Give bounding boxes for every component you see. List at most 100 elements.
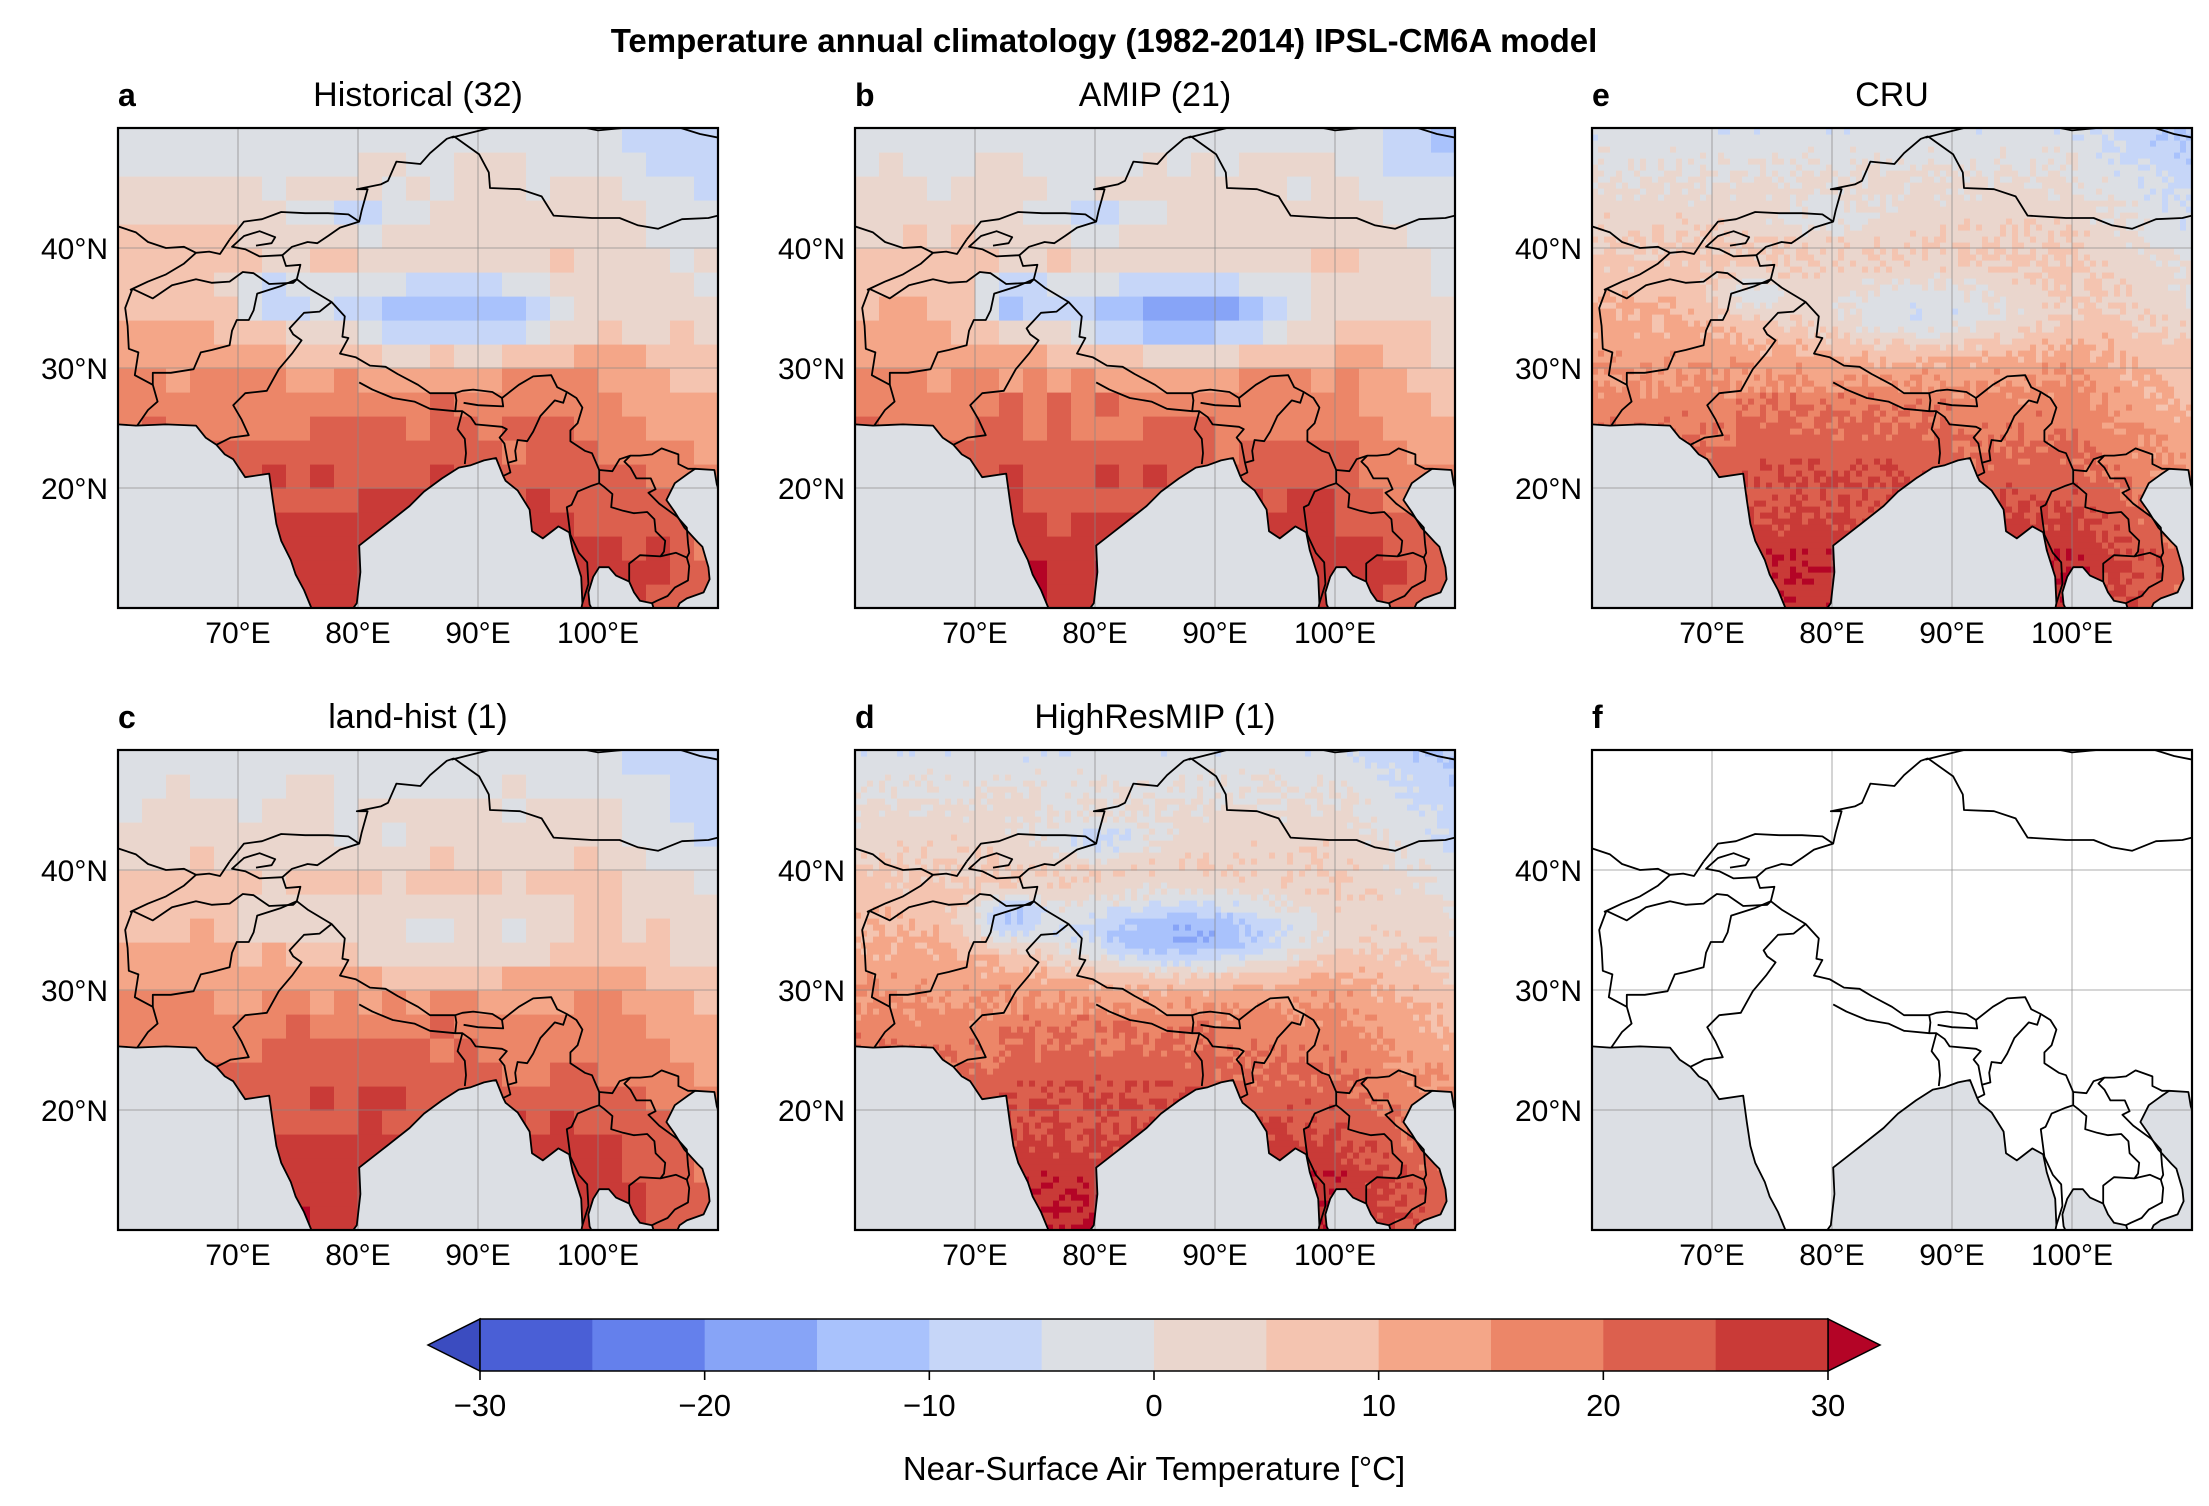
panel-title: CRU [1855,76,1929,114]
gridlines [855,750,1455,1230]
panel-title: land-hist (1) [328,698,508,736]
gridlines [1592,750,2192,1230]
lat-tick-label: 40°N [41,233,108,266]
colorbar-tick-label: −10 [903,1388,956,1423]
map-frame [1590,126,2194,610]
panel-title: Historical (32) [313,76,523,114]
country-borders [1592,128,2192,608]
country-borders [855,750,1455,1230]
lat-tick-label: 30°N [41,353,108,386]
colorbar-swatch [1491,1319,1604,1371]
map-panel-c: c land-hist (1) 70°E 80°E 90°E 100°E 40°N 30°N 2… [41,698,720,1272]
lon-tick-label: 80°E [325,1239,390,1272]
lon-tick-label: 100°E [1294,1239,1376,1272]
colorbar-tick-label: 10 [1361,1388,1395,1423]
lon-tick-label: 90°E [1919,1239,1984,1272]
lat-tick-label: 20°N [1515,1095,1582,1128]
lat-tick-label: 40°N [41,855,108,888]
panel-letter: c [118,699,136,735]
colorbar-over-arrow [1827,1317,1882,1373]
lon-tick-label: 90°E [445,1239,510,1272]
gridlines [1592,128,2192,608]
map-panel-f: f 70°E 80°E 90°E 100°E 40°N 30°N 20°N [1515,699,2194,1277]
lon-tick-label: 90°E [1182,617,1247,650]
panel-title: AMIP (21) [1079,76,1231,114]
colorbar-swatch [1041,1319,1155,1371]
map-panel-b: b AMIP (21) 70°E 80°E 90°E 100°E 40°N 30°N 20°N [778,76,1457,650]
map-frame [116,126,720,610]
panel-letter: f [1592,699,1603,735]
colorbar-under-arrow [426,1317,481,1373]
lon-tick-label: 80°E [1062,1239,1127,1272]
lon-tick-label: 80°E [1799,1239,1864,1272]
colorbar-tick-label: 0 [1145,1388,1162,1423]
colorbar: −30 −20 −10 0 10 20 30 Near-Surface Air Tempera… [426,1317,1882,1487]
lon-tick-label: 80°E [1062,617,1127,650]
lon-tick-label: 90°E [1919,617,1984,650]
colorbar-tick-label: −30 [454,1388,507,1423]
colorbar-swatch [1603,1319,1717,1371]
lon-tick-label: 70°E [1679,617,1744,650]
lat-tick-label: 20°N [1515,473,1582,506]
lat-tick-label: 40°N [778,233,845,266]
colorbar-swatch [592,1319,706,1371]
map-frame [1590,748,2194,1232]
panel-letter: b [855,77,875,113]
lon-tick-label: 90°E [445,617,510,650]
lon-tick-label: 70°E [205,617,270,650]
map-panel-e: e CRU 70°E 80°E 90°E 100°E 40°N 30°N 20°N [1515,76,2194,650]
panel-letter: e [1592,77,1610,113]
lat-tick-label: 20°N [41,473,108,506]
colorbar-tick-label: 20 [1586,1388,1620,1423]
lat-tick-label: 40°N [1515,233,1582,266]
lon-tick-label: 80°E [325,617,390,650]
map-frame [853,126,1457,610]
map-panel-d: d HighResMIP (1) 70°E 80°E 90°E 100°E 40°N 30°N… [778,698,1457,1272]
country-borders [1592,750,2192,1230]
colorbar-label: Near-Surface Air Temperature [°C] [903,1450,1405,1487]
map-panel-a: a Historical (32) 70°E 80°E 90°E 100°E 40°N 30°… [41,76,720,650]
country-borders [855,128,1455,608]
lon-tick-label: 80°E [1799,617,1864,650]
colorbar-swatch [1154,1319,1267,1371]
lon-tick-label: 100°E [2031,617,2113,650]
lon-tick-label: 70°E [942,1239,1007,1272]
lat-tick-label: 30°N [1515,353,1582,386]
lat-tick-label: 30°N [778,353,845,386]
panel-letter: d [855,699,875,735]
colorbar-swatch [817,1319,930,1371]
lat-tick-label: 30°N [1515,975,1582,1008]
colorbar-tick-label: 30 [1811,1388,1845,1423]
panels: a Historical (32) 70°E 80°E 90°E 100°E 40°N 30°… [41,76,2194,1277]
lat-tick-label: 20°N [41,1095,108,1128]
lat-tick-label: 20°N [778,1095,845,1128]
lat-tick-label: 40°N [778,855,845,888]
lon-tick-label: 100°E [2031,1239,2113,1272]
map-frame [853,748,1457,1232]
map-frame [116,748,720,1232]
colorbar-swatch [1715,1319,1829,1371]
colorbar-swatch [704,1319,818,1371]
colorbar-swatch [1266,1319,1380,1371]
lon-tick-label: 90°E [1182,1239,1247,1272]
lon-tick-label: 100°E [1294,617,1376,650]
gridlines [118,128,718,608]
lat-tick-label: 30°N [41,975,108,1008]
lat-tick-label: 40°N [1515,855,1582,888]
panel-title: HighResMIP (1) [1034,698,1275,736]
lat-tick-label: 20°N [778,473,845,506]
colorbar-swatch [480,1319,593,1371]
lon-tick-label: 70°E [942,617,1007,650]
country-borders [118,128,718,608]
lat-tick-label: 30°N [778,975,845,1008]
lon-tick-label: 70°E [1679,1239,1744,1272]
colorbar-swatch [929,1319,1043,1371]
panel-letter: a [118,77,136,113]
lon-tick-label: 70°E [205,1239,270,1272]
country-borders [118,750,718,1230]
lon-tick-label: 100°E [557,1239,639,1272]
gridlines [855,128,1455,608]
gridlines [118,750,718,1230]
colorbar-swatch [1378,1319,1492,1371]
